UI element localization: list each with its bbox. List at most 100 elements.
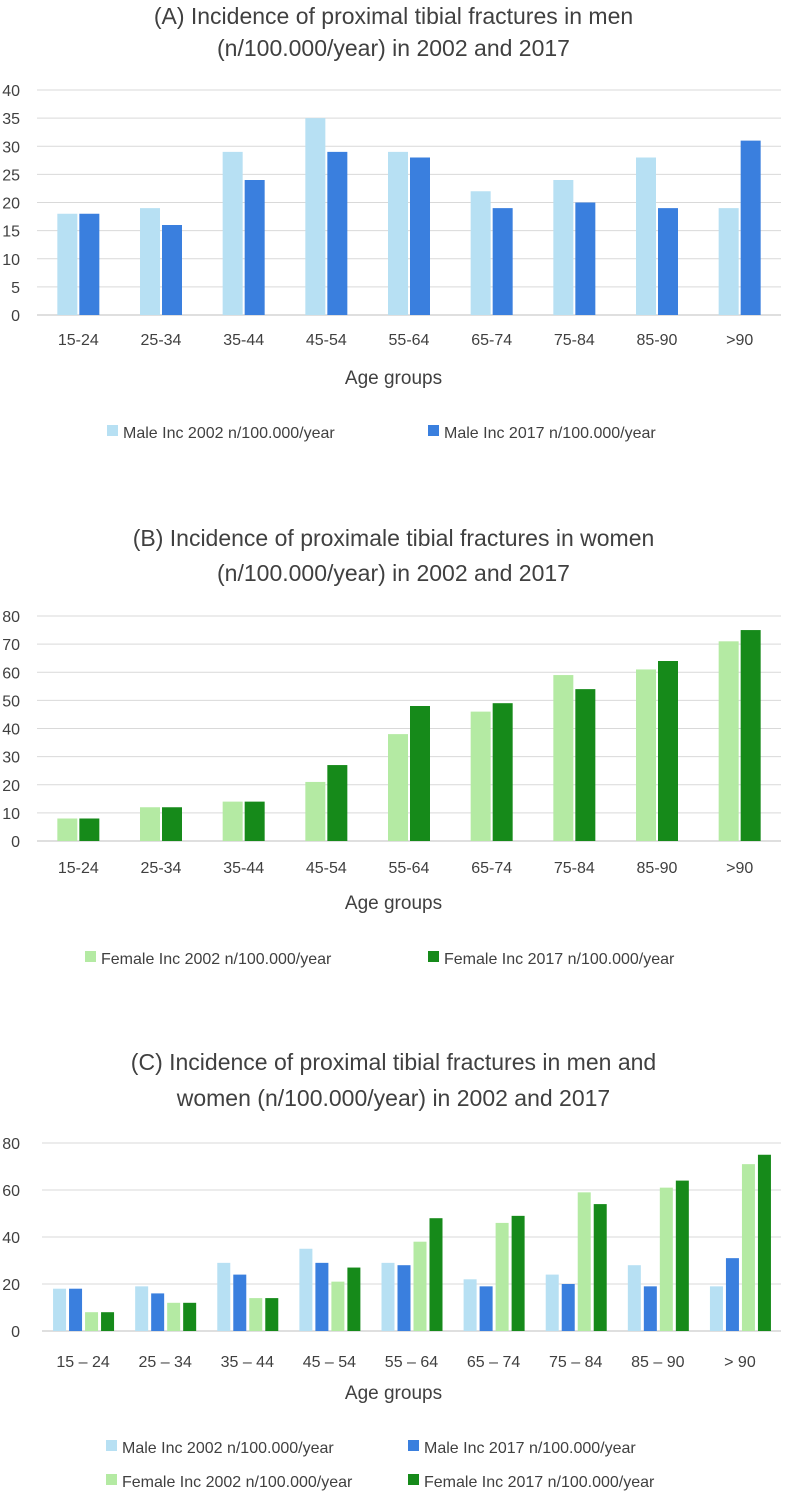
- bar: [265, 1298, 279, 1331]
- bar: [331, 1281, 345, 1331]
- bar: [305, 781, 326, 841]
- bar: [69, 1288, 83, 1331]
- chart-title-line: (C) Incidence of proximal tibial fractur…: [131, 1049, 656, 1075]
- x-tick-label: 35-44: [223, 332, 264, 349]
- bar: [429, 1218, 443, 1331]
- x-tick-label: 65 – 74: [467, 1354, 520, 1371]
- x-axis-title: Age groups: [345, 893, 442, 914]
- bar: [492, 208, 513, 315]
- bar: [101, 1312, 115, 1331]
- y-tick-label: 50: [2, 693, 20, 710]
- chart-b: (B) Incidence of proximale tibial fractu…: [2, 525, 781, 968]
- bar: [217, 1262, 231, 1331]
- chart-title-line: (n/100.000/year) in 2002 and 2017: [217, 35, 570, 61]
- y-tick-label: 0: [11, 308, 20, 325]
- legend-swatch: [107, 425, 118, 436]
- y-tick-label: 20: [2, 1277, 20, 1294]
- bar: [140, 208, 160, 315]
- y-tick-label: 70: [2, 637, 20, 654]
- legend-item: Male Inc 2002 n/100.000/year: [106, 1440, 334, 1457]
- x-tick-label: 85 – 90: [631, 1354, 684, 1371]
- bar: [162, 225, 182, 315]
- bar: [305, 118, 326, 315]
- x-tick-label: 35-44: [223, 860, 264, 877]
- y-tick-label: 20: [2, 196, 20, 213]
- y-tick-label: 5: [11, 280, 20, 297]
- x-tick-label: 15-24: [58, 332, 99, 349]
- x-tick-label: 55 – 64: [385, 1354, 438, 1371]
- legend-item: Male Inc 2017 n/100.000/year: [428, 425, 656, 442]
- bar: [636, 157, 656, 315]
- bar: [709, 1286, 723, 1331]
- x-tick-label: 25-34: [141, 332, 182, 349]
- bar: [167, 1302, 181, 1331]
- legend-item: Female Inc 2002 n/100.000/year: [106, 1474, 353, 1491]
- bar: [470, 711, 491, 841]
- bar: [659, 1187, 673, 1331]
- bar: [718, 641, 739, 841]
- bar: [151, 1293, 165, 1331]
- bar: [479, 1286, 493, 1331]
- bar: [222, 151, 243, 315]
- bar: [244, 801, 265, 841]
- y-tick-label: 0: [11, 834, 20, 851]
- y-tick-label: 20: [2, 778, 20, 795]
- bar: [244, 180, 265, 315]
- y-tick-label: 15: [2, 224, 20, 241]
- legend-swatch: [408, 1440, 419, 1451]
- bar: [675, 1180, 689, 1331]
- bar: [347, 1267, 361, 1331]
- bar: [725, 1258, 739, 1331]
- x-tick-label: > 90: [724, 1354, 756, 1371]
- legend-label: Female Inc 2002 n/100.000/year: [101, 951, 332, 968]
- chart-title-line: women (n/100.000/year) in 2002 and 2017: [176, 1085, 610, 1111]
- legend-swatch: [106, 1474, 117, 1485]
- bar: [470, 191, 491, 315]
- y-tick-label: 40: [2, 1230, 20, 1247]
- x-axis-title: Age groups: [345, 1383, 442, 1404]
- x-tick-label: 75-84: [554, 860, 595, 877]
- bar: [463, 1279, 477, 1331]
- y-tick-label: 60: [2, 1183, 20, 1200]
- x-tick-label: 75 – 84: [549, 1354, 602, 1371]
- bar: [315, 1262, 329, 1331]
- bar: [575, 689, 596, 841]
- bar: [53, 1288, 67, 1331]
- y-tick-label: 30: [2, 750, 20, 767]
- bar: [545, 1274, 559, 1331]
- y-tick-label: 0: [11, 1324, 20, 1341]
- x-tick-label: 75-84: [554, 332, 595, 349]
- x-tick-label: >90: [726, 860, 753, 877]
- bar: [140, 807, 160, 841]
- chart-c: (C) Incidence of proximal tibial fractur…: [2, 1049, 781, 1491]
- legend-swatch: [428, 951, 439, 962]
- x-tick-label: 65-74: [471, 332, 512, 349]
- legend-swatch: [408, 1474, 419, 1485]
- bar: [135, 1286, 149, 1331]
- bar: [79, 818, 100, 841]
- x-tick-label: 55-64: [389, 332, 430, 349]
- y-tick-label: 40: [2, 83, 20, 100]
- legend-item: Female Inc 2017 n/100.000/year: [408, 1474, 655, 1491]
- bar: [249, 1298, 263, 1331]
- x-tick-label: 45-54: [306, 332, 347, 349]
- bar: [575, 202, 596, 315]
- y-tick-label: 30: [2, 139, 20, 156]
- bar: [658, 208, 678, 315]
- bar: [577, 1192, 591, 1331]
- bar: [233, 1274, 247, 1331]
- chart-title-line: (n/100.000/year) in 2002 and 2017: [217, 560, 570, 586]
- bar: [740, 630, 761, 841]
- bar: [388, 151, 408, 315]
- legend-label: Male Inc 2017 n/100.000/year: [444, 425, 656, 442]
- bar: [658, 661, 678, 841]
- legend-label: Female Inc 2017 n/100.000/year: [424, 1474, 655, 1491]
- bar: [222, 801, 243, 841]
- x-tick-label: 15-24: [58, 860, 99, 877]
- legend-swatch: [106, 1440, 117, 1451]
- legend-swatch: [85, 951, 96, 962]
- bar: [741, 1164, 755, 1331]
- chart-title-line: (A) Incidence of proximal tibial fractur…: [154, 3, 633, 29]
- x-tick-label: >90: [726, 332, 753, 349]
